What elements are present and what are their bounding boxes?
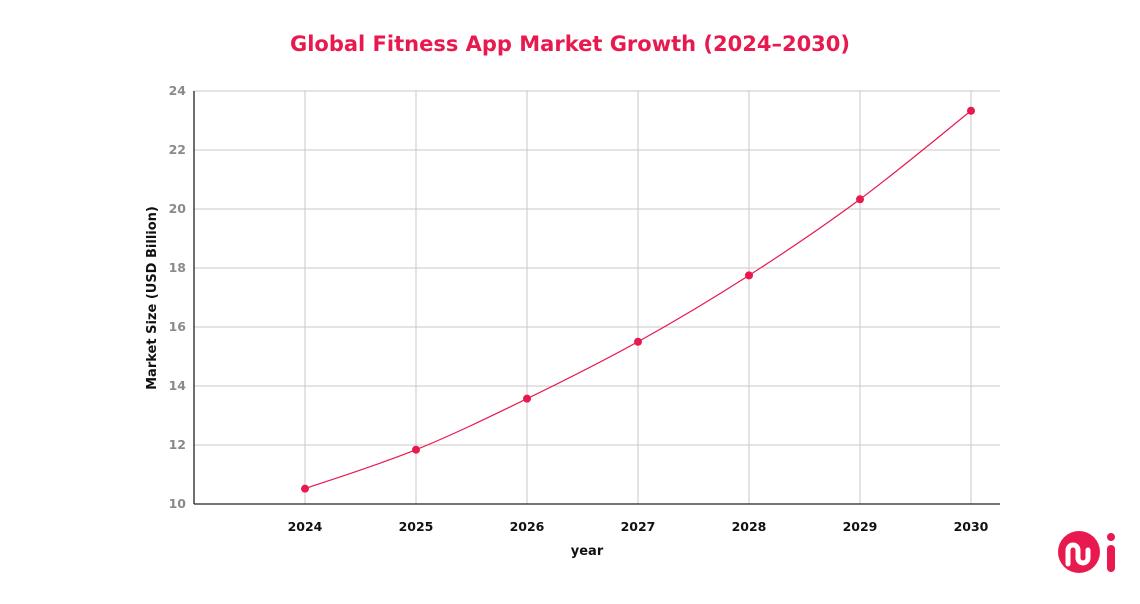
x-tick-label: 2026 [510, 519, 545, 534]
grid [194, 90, 1000, 504]
data-point [412, 445, 420, 454]
x-tick-label: 2029 [843, 519, 878, 534]
data-point [301, 484, 309, 493]
data-point [856, 195, 864, 204]
y-tick-label: 24 [169, 83, 187, 98]
data-points [301, 106, 975, 493]
x-tick-label: 2024 [288, 519, 323, 534]
y-tick-label: 10 [169, 496, 187, 511]
y-tick-label: 16 [169, 319, 187, 334]
y-axis-label: Market Size (USD Billion) [145, 206, 160, 390]
chart-title: Global Fitness App Market Growth (2024–2… [289, 32, 851, 56]
x-tick-label: 2030 [954, 519, 989, 534]
data-point [634, 337, 642, 346]
x-axis-label: year [571, 544, 604, 559]
x-tick-labels: 2024 2025 2026 2027 2028 2029 2030 [288, 519, 989, 534]
y-tick-label: 22 [169, 142, 186, 157]
y-tick-label: 12 [169, 437, 186, 452]
x-tick-label: 2027 [621, 519, 656, 534]
data-point [967, 106, 975, 115]
y-tick-labels: 10 12 14 16 18 20 22 24 [169, 83, 187, 511]
x-tick-label: 2028 [732, 519, 767, 534]
data-point [745, 271, 753, 280]
x-tick-label: 2025 [399, 519, 434, 534]
data-point [523, 394, 531, 403]
y-tick-label: 20 [169, 201, 187, 216]
y-tick-label: 14 [169, 378, 187, 393]
axes [193, 91, 1000, 505]
brand-logo [1058, 530, 1120, 580]
y-tick-label: 18 [169, 260, 186, 275]
